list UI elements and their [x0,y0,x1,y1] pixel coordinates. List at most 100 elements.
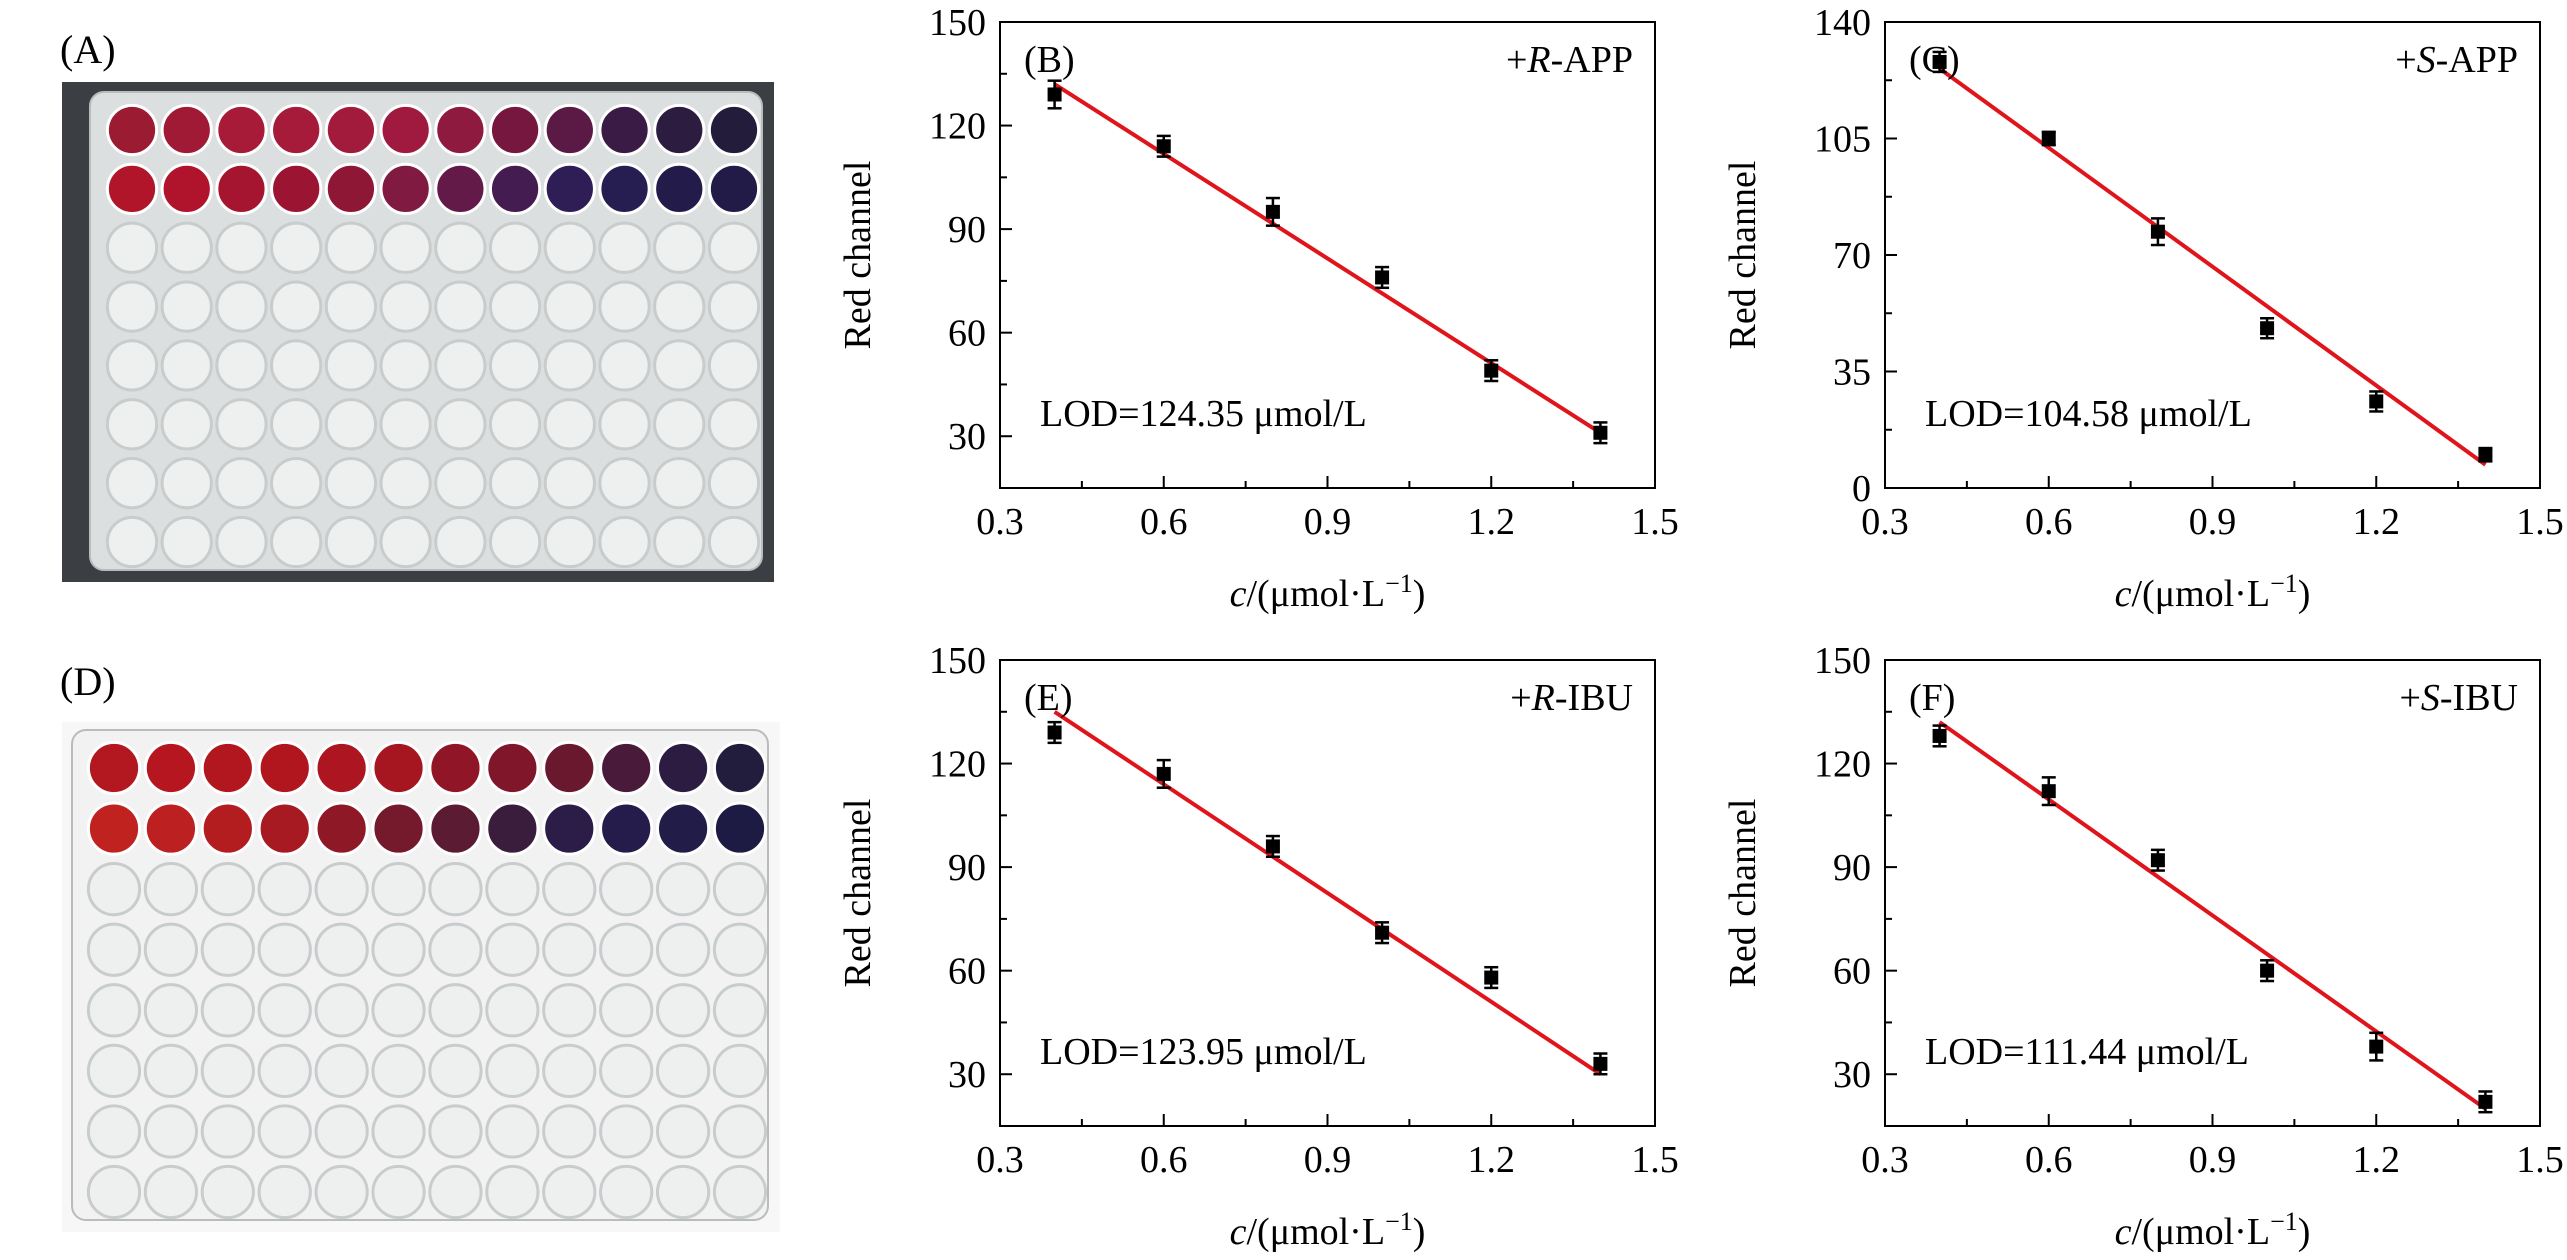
data-point [1593,425,1608,440]
empty-well [200,1164,255,1220]
empty-well [371,1043,426,1098]
x-tick-label: 0.9 [1304,1139,1352,1181]
data-point [1375,270,1390,285]
colored-well [160,103,213,157]
empty-well [270,515,323,569]
well-plate-svg [62,722,780,1232]
colored-well [160,162,213,215]
y-tick-label: 120 [1814,744,1871,786]
empty-well [598,221,651,274]
colored-well [215,103,268,157]
empty-well [257,1104,312,1159]
empty-well [86,922,142,977]
empty-well [485,862,540,917]
annotation-drug: -IBU [2440,677,2518,719]
empty-well [542,983,597,1038]
data-point [2260,963,2275,978]
colored-well [200,740,255,796]
empty-well [542,862,597,917]
empty-well [488,221,542,274]
empty-well [712,922,768,977]
data-point [2369,394,2384,409]
colored-well [712,740,768,796]
empty-well [379,280,432,333]
y-tick-label: 35 [1833,352,1871,394]
empty-well [707,221,761,274]
y-tick-label: 105 [1814,119,1871,161]
y-tick-label: 30 [948,416,986,458]
x-tick-label: 1.2 [1468,1139,1516,1181]
empty-well [655,922,711,977]
colored-well [655,801,711,856]
x-tick-label: 0.3 [976,1139,1024,1181]
empty-well [160,398,213,451]
data-point [1265,204,1280,219]
empty-well [86,862,142,917]
colored-well [257,740,312,796]
empty-well [542,922,597,977]
empty-well [379,457,432,510]
x-label-exponent: −1 [1385,569,1413,598]
empty-well [655,1104,711,1159]
data-point [1047,725,1062,740]
empty-well [488,398,542,451]
colored-well [200,801,255,856]
empty-well [371,1164,426,1220]
data-point [1932,728,1947,743]
x-label-exponent: −1 [2270,1207,2298,1236]
empty-well [86,1043,142,1098]
lod-text: LOD=123.95 μmol/L [1040,1031,1367,1073]
empty-well [105,515,159,569]
colored-well [599,740,654,796]
x-label-exponent: −1 [2270,569,2298,598]
empty-well [434,398,487,451]
photo-label-a: (A) [60,27,116,72]
y-axis-label: Red channel [1722,799,1764,988]
empty-well [598,280,651,333]
empty-well [324,339,378,392]
colored-well [653,103,706,157]
y-tick-label: 120 [929,106,986,148]
annotation-enantiomer: S [2417,39,2436,81]
colored-well [270,162,323,215]
empty-well [428,922,483,977]
empty-well [707,457,761,510]
empty-well [314,1043,369,1098]
empty-well [270,280,323,333]
annotation-prefix: + [2395,39,2416,81]
empty-well [200,1104,255,1159]
annotation-drug: -APP [2436,39,2518,81]
empty-well [314,983,369,1038]
empty-well [200,983,255,1038]
x-label-unit: /(μmol·L [2131,573,2270,615]
data-point [2041,784,2056,799]
annotation-enantiomer: R [1531,677,1555,719]
colored-well [324,103,378,157]
colored-well [257,801,312,856]
empty-well [712,862,768,917]
empty-well [143,1104,199,1159]
empty-well [485,922,540,977]
y-tick-label: 150 [929,2,986,44]
data-point [2150,224,2165,239]
empty-well [543,280,596,333]
empty-well [371,922,426,977]
colored-well [379,162,432,215]
data-point [2041,131,2056,146]
colored-well [434,162,487,215]
empty-well [215,221,268,274]
colored-well [143,801,199,856]
empty-well [379,398,432,451]
empty-well [257,862,312,917]
x-label-variable: c [1230,573,1247,615]
series-annotation: +R-IBU [1510,677,1633,719]
x-label-close: ) [1413,1211,1426,1253]
lod-text: LOD=124.35 μmol/L [1040,393,1367,435]
colored-well [270,103,323,157]
y-tick-label: 30 [948,1054,986,1096]
chart-panel-f: 0.3 0.6 0.9 1.2 1.5 30 60 90 120 150 (F) +S-IBU LOD=… [1722,640,2564,1253]
annotation-drug: -IBU [1555,677,1633,719]
empty-well [712,983,768,1038]
y-tick-label: 0 [1852,468,1871,510]
